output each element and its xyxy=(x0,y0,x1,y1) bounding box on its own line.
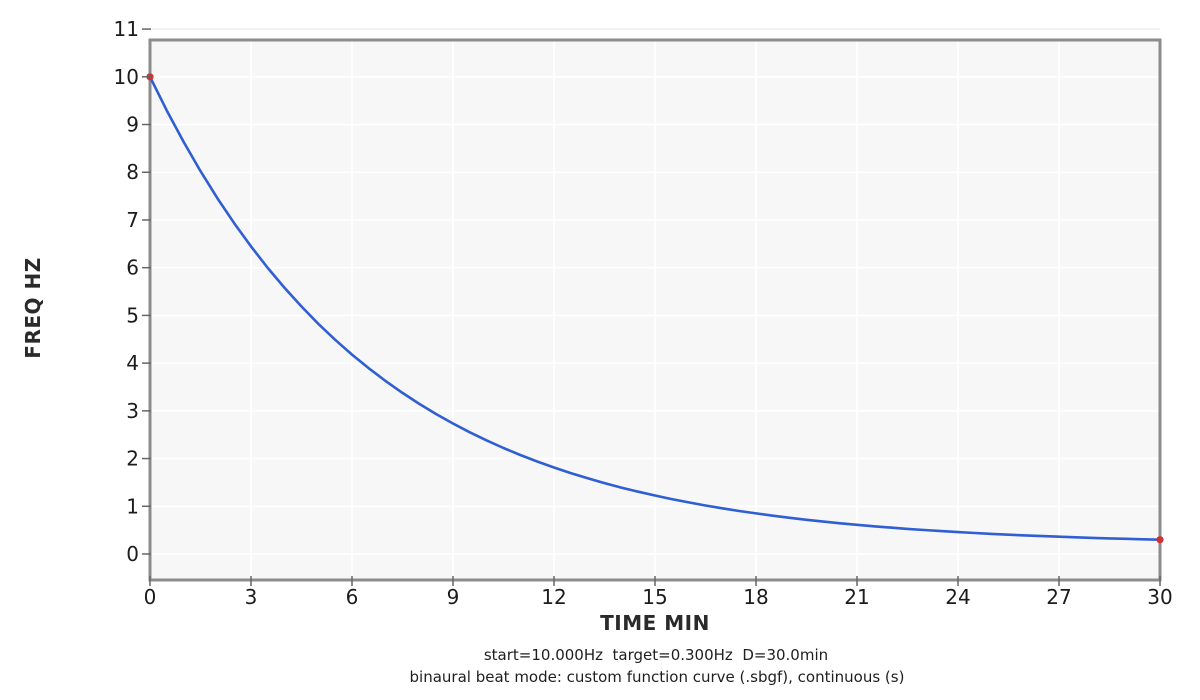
y-tick-label: 6 xyxy=(126,256,139,280)
gridlines xyxy=(150,40,1160,580)
x-tick-label: 15 xyxy=(642,585,667,609)
x-tick-label: 21 xyxy=(844,585,869,609)
y-tick-label: 2 xyxy=(126,447,139,471)
y-tick-label: 9 xyxy=(126,113,139,137)
y-tick-label: 7 xyxy=(126,208,139,232)
caption-parameters: start=10.000Hz target=0.300Hz D=30.0min xyxy=(483,646,829,664)
y-tick-label: 1 xyxy=(126,494,139,518)
x-tick-label: 12 xyxy=(541,585,566,609)
x-tick-label: 3 xyxy=(245,585,258,609)
y-tick-label: 0 xyxy=(126,542,139,566)
x-tick-label: 6 xyxy=(346,585,359,609)
y-tick-label: 11 xyxy=(114,17,139,41)
y-tick-label: 10 xyxy=(114,65,139,89)
caption-mode: binaural beat mode: custom function curv… xyxy=(409,668,905,686)
y-tick-label: 8 xyxy=(126,160,139,184)
end-point-marker xyxy=(1156,536,1164,544)
y-tick-label: 3 xyxy=(126,399,139,423)
x-tick-label: 24 xyxy=(945,585,970,609)
beat-frequency-curve xyxy=(148,75,1162,541)
x-tick-label: 0 xyxy=(144,585,157,609)
y-axis-title: FREQ HZ xyxy=(21,257,45,359)
x-tick-label: 9 xyxy=(447,585,460,609)
y-tick-label: 5 xyxy=(126,303,139,327)
x-tick-label: 30 xyxy=(1147,585,1172,609)
x-axis-title: TIME MIN xyxy=(600,611,710,635)
y-tick-label: 4 xyxy=(126,351,139,375)
x-tick-label: 18 xyxy=(743,585,768,609)
x-tick-label: 27 xyxy=(1046,585,1071,609)
